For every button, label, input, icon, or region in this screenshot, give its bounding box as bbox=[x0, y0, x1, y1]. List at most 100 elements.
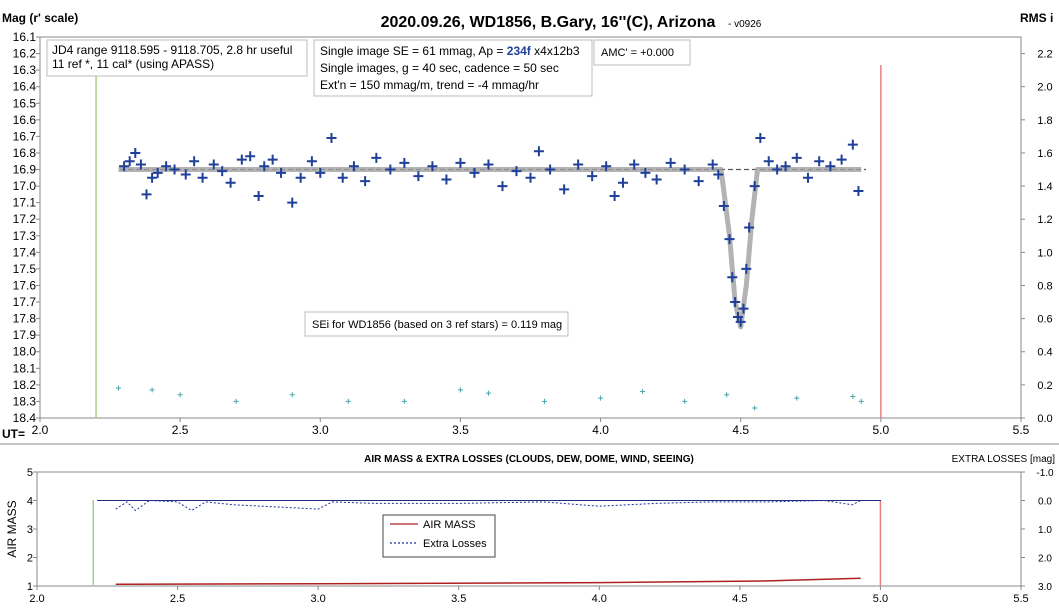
data-point bbox=[295, 172, 306, 183]
x-tick-label: 3.0 bbox=[310, 593, 325, 605]
data-point bbox=[457, 387, 463, 393]
y-tick-label: 17.7 bbox=[13, 295, 37, 309]
data-point bbox=[727, 272, 738, 283]
data-point bbox=[545, 164, 556, 175]
y-tick-label: 5 bbox=[27, 467, 33, 479]
data-point bbox=[259, 161, 270, 172]
bottom-chart: 1 2 3 4 5 -1.0 0.0 1.0 2.0 3.0 2.0 2.5 3.0 3.5 4.0 4.5 5… bbox=[27, 467, 1054, 605]
annotation-box bbox=[313, 39, 593, 97]
x-tick-label: 5.5 bbox=[1013, 593, 1028, 605]
data-point bbox=[752, 405, 758, 411]
x-tick-label: 3.0 bbox=[312, 423, 329, 437]
data-point bbox=[609, 191, 620, 202]
y2-tick-label: 3.0 bbox=[1038, 582, 1052, 593]
x-tick-label: 3.5 bbox=[452, 423, 469, 437]
y-tick-label: 1 bbox=[27, 581, 33, 593]
x-tick-label: 5.0 bbox=[873, 593, 888, 605]
data-point bbox=[755, 133, 766, 144]
y2-tick-label: 1.2 bbox=[1037, 214, 1052, 226]
annotations: JD4 range 9118.595 - 9118.705, 2.8 hr us… bbox=[46, 39, 691, 337]
data-point bbox=[679, 164, 690, 175]
data-point bbox=[287, 197, 298, 208]
data-point bbox=[651, 174, 662, 185]
y-tick-label: 18.2 bbox=[13, 378, 37, 392]
annotation-box bbox=[304, 311, 569, 337]
series-line bbox=[115, 577, 861, 586]
data-point bbox=[147, 172, 158, 183]
x-tick-label: 4.5 bbox=[732, 593, 747, 605]
data-point bbox=[640, 388, 646, 394]
data-point bbox=[718, 200, 729, 211]
data-point bbox=[858, 398, 864, 404]
data-point bbox=[345, 398, 351, 404]
x-tick-label: 2.0 bbox=[29, 593, 44, 605]
y2-tick-label: 1.0 bbox=[1037, 247, 1052, 259]
y-tick-label: 4 bbox=[27, 496, 33, 508]
data-point bbox=[802, 172, 813, 183]
data-point bbox=[601, 161, 612, 172]
annotation-box bbox=[593, 39, 691, 66]
data-point bbox=[236, 154, 247, 165]
data-point bbox=[749, 181, 760, 192]
annotation: Single image SE = 61 mmag, Ap = 234f x4x… bbox=[320, 44, 580, 58]
y2-tick-label: 2.2 bbox=[1037, 49, 1052, 61]
data-point bbox=[399, 157, 410, 168]
x-tick-label: 3.5 bbox=[451, 593, 466, 605]
y-tick-label: 16.5 bbox=[13, 96, 37, 110]
y2-tick-label: 0.8 bbox=[1037, 280, 1052, 292]
data-point bbox=[180, 169, 191, 180]
annotation: JD4 range 9118.595 - 9118.705, 2.8 hr us… bbox=[52, 43, 292, 57]
data-point bbox=[217, 166, 228, 177]
data-point bbox=[245, 151, 256, 162]
y-tick-label: 17.3 bbox=[13, 229, 37, 243]
chart-subtitle: - v0926 bbox=[728, 19, 762, 30]
data-point bbox=[326, 133, 337, 144]
chart-title: AIR MASS & EXTRA LOSSES (CLOUDS, DEW, DO… bbox=[364, 454, 694, 465]
x-tick-label: 5.5 bbox=[1013, 423, 1030, 437]
data-point bbox=[853, 186, 864, 197]
data-point bbox=[177, 392, 183, 398]
data-point bbox=[385, 164, 396, 175]
data-point bbox=[233, 398, 239, 404]
y-tick-label: 2 bbox=[27, 553, 33, 565]
data-point bbox=[413, 171, 424, 182]
y-tick-label: 16.8 bbox=[13, 146, 37, 160]
data-point bbox=[533, 146, 544, 157]
x-tick-label: 4.0 bbox=[592, 423, 609, 437]
y2-tick-label: 1.8 bbox=[1037, 115, 1052, 127]
x-prefix: UT= bbox=[2, 427, 25, 441]
data-point bbox=[682, 398, 688, 404]
plot-frame bbox=[39, 36, 1022, 419]
data-point bbox=[744, 222, 755, 233]
y2-tick-label: 2.0 bbox=[1038, 554, 1052, 565]
y-tick-label: 18.1 bbox=[13, 361, 37, 375]
annotation: Single images, g = 40 sec, cadence = 50 … bbox=[320, 61, 559, 75]
data-point bbox=[825, 161, 836, 172]
data-point bbox=[836, 154, 847, 165]
annotation-part: x4x12b3 bbox=[531, 44, 580, 58]
y-tick-label: 16.7 bbox=[13, 129, 37, 143]
y-tick-label: 3 bbox=[27, 524, 33, 536]
data-point bbox=[640, 167, 651, 178]
top-chart: 16.1 16.2 16.3 16.4 16.5 16.6 16.7 16.8 16.9 17.0… bbox=[13, 30, 1053, 437]
data-point bbox=[197, 172, 208, 183]
y-tick-label: 17.2 bbox=[13, 212, 37, 226]
data-point bbox=[306, 156, 317, 167]
x-tick-label: 4.5 bbox=[732, 423, 749, 437]
y2-tick-label: 1.0 bbox=[1038, 525, 1052, 536]
y-tick-label: 16.9 bbox=[13, 163, 37, 177]
data-point bbox=[149, 387, 155, 393]
data-point bbox=[225, 177, 236, 188]
data-point bbox=[741, 263, 752, 274]
data-point bbox=[441, 174, 452, 185]
annotation: AMC' = +0.000 bbox=[601, 47, 674, 59]
data-point bbox=[360, 176, 371, 187]
data-point bbox=[542, 398, 548, 404]
x-tick-label: 2.0 bbox=[32, 423, 49, 437]
data-point bbox=[208, 159, 219, 170]
x-tick-label: 4.0 bbox=[592, 593, 607, 605]
data-point bbox=[730, 297, 741, 308]
y-tick-label: 17.9 bbox=[13, 328, 37, 342]
